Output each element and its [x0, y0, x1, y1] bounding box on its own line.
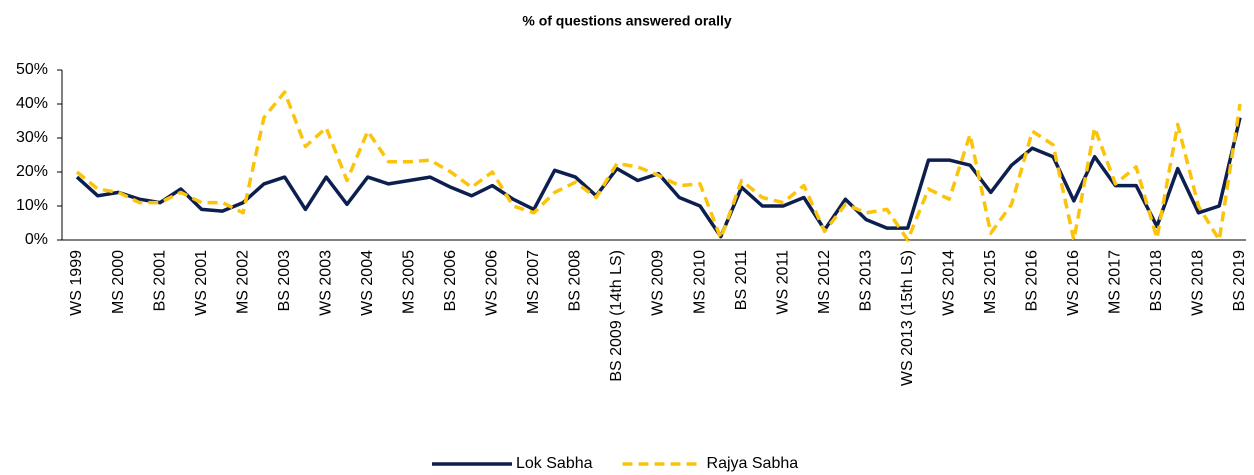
- x-tick-label: WS 2018: [1190, 250, 1207, 316]
- y-tick-label: 10%: [16, 197, 48, 214]
- x-tick-label: MS 2005: [401, 250, 418, 314]
- x-tick-label: WS 2014: [940, 250, 957, 316]
- x-tick-label: BS 2019: [1231, 250, 1248, 311]
- y-tick-label: 40%: [16, 95, 48, 112]
- legend-label: Rajya Sabha: [707, 455, 799, 472]
- x-tick-label: BS 2018: [1148, 250, 1165, 311]
- x-tick-label: MS 2010: [691, 250, 708, 314]
- x-tick-label: BS 2011: [733, 250, 750, 310]
- x-tick-label: WS 2003: [317, 250, 334, 316]
- chart-title: % of questions answered orally: [522, 13, 731, 29]
- x-tick-label: WS 2009: [650, 250, 667, 316]
- x-tick-label: BS 2001: [151, 250, 168, 311]
- x-tick-label: WS 2006: [484, 250, 501, 316]
- y-tick-label: 0%: [25, 231, 48, 248]
- series-line: [75, 90, 1242, 242]
- x-tick-label: MS 2012: [816, 250, 833, 314]
- x-tick-label: BS 2003: [276, 250, 293, 311]
- x-tick-label: BS 2006: [442, 250, 459, 311]
- x-tick-label: WS 2011: [774, 250, 791, 315]
- x-tick-label: WS 1999: [68, 250, 85, 316]
- x-tick-label: WS 2013 (15th LS): [899, 250, 916, 386]
- x-tick-label: MS 2000: [110, 250, 127, 314]
- x-tick-label: MS 2007: [525, 250, 542, 314]
- y-tick-label: 50%: [16, 61, 48, 78]
- x-tick-label: WS 2001: [193, 250, 210, 316]
- x-tick-label: BS 2013: [857, 250, 874, 311]
- x-tick-label: MS 2015: [982, 250, 999, 314]
- x-tick-label: MS 2017: [1107, 250, 1124, 314]
- x-tick-label: WS 2004: [359, 250, 376, 316]
- x-tick-label: BS 2009 (14th LS): [608, 250, 625, 382]
- y-tick-label: 20%: [16, 163, 48, 180]
- x-tick-label: BS 2016: [1024, 250, 1041, 311]
- y-tick-label: 30%: [16, 129, 48, 146]
- x-tick-label: BS 2008: [567, 250, 584, 311]
- legend-label: Lok Sabha: [516, 455, 593, 472]
- x-tick-label: MS 2002: [234, 250, 251, 314]
- x-tick-label: WS 2016: [1065, 250, 1082, 316]
